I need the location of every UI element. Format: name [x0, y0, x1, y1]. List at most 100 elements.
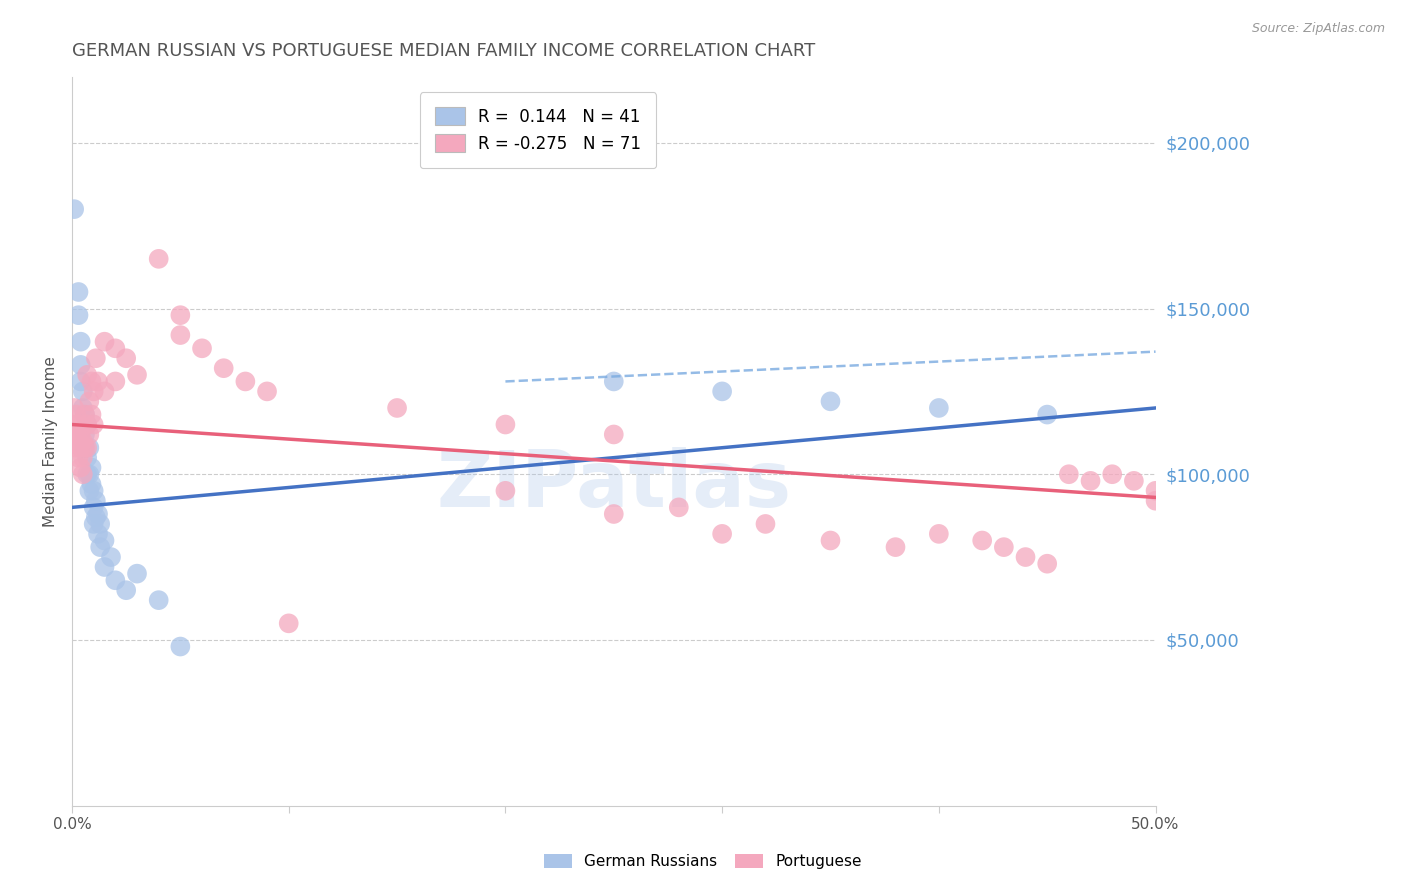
Point — [993, 540, 1015, 554]
Point — [80, 375, 103, 389]
Point — [67, 417, 90, 432]
Point — [80, 408, 103, 422]
Point — [93, 560, 115, 574]
Point — [84, 493, 107, 508]
Point — [1101, 467, 1123, 482]
Point — [63, 417, 86, 432]
Point — [67, 308, 90, 322]
Point — [884, 540, 907, 554]
Point — [93, 384, 115, 399]
Point — [754, 516, 776, 531]
Point — [104, 574, 127, 588]
Point — [69, 334, 91, 349]
Point — [63, 401, 86, 415]
Y-axis label: Median Family Income: Median Family Income — [44, 356, 58, 526]
Point — [93, 334, 115, 349]
Point — [820, 394, 842, 409]
Legend: R =  0.144   N = 41, R = -0.275   N = 71: R = 0.144 N = 41, R = -0.275 N = 71 — [420, 92, 657, 168]
Point — [256, 384, 278, 399]
Point — [104, 375, 127, 389]
Point — [1057, 467, 1080, 482]
Point — [89, 516, 111, 531]
Point — [72, 401, 94, 415]
Point — [115, 351, 138, 366]
Legend: German Russians, Portuguese: German Russians, Portuguese — [538, 847, 868, 875]
Point — [80, 477, 103, 491]
Point — [73, 427, 96, 442]
Point — [73, 441, 96, 455]
Point — [83, 384, 105, 399]
Point — [87, 375, 110, 389]
Point — [65, 408, 87, 422]
Text: ZIPatlas: ZIPatlas — [436, 447, 792, 523]
Point — [69, 460, 91, 475]
Point — [1144, 483, 1167, 498]
Point — [83, 500, 105, 515]
Point — [73, 408, 96, 422]
Point — [67, 285, 90, 299]
Point — [603, 427, 626, 442]
Point — [84, 351, 107, 366]
Point — [73, 408, 96, 422]
Point — [84, 510, 107, 524]
Point — [494, 417, 516, 432]
Point — [668, 500, 690, 515]
Point — [928, 527, 950, 541]
Point — [80, 460, 103, 475]
Point — [385, 401, 408, 415]
Point — [93, 533, 115, 548]
Point — [76, 368, 98, 382]
Point — [115, 583, 138, 598]
Point — [73, 441, 96, 455]
Point — [72, 467, 94, 482]
Point — [104, 341, 127, 355]
Point — [711, 527, 734, 541]
Point — [603, 375, 626, 389]
Point — [125, 368, 148, 382]
Text: GERMAN RUSSIAN VS PORTUGUESE MEDIAN FAMILY INCOME CORRELATION CHART: GERMAN RUSSIAN VS PORTUGUESE MEDIAN FAMI… — [72, 42, 815, 60]
Point — [169, 308, 191, 322]
Point — [67, 450, 90, 465]
Point — [820, 533, 842, 548]
Point — [72, 450, 94, 465]
Point — [125, 566, 148, 581]
Point — [87, 527, 110, 541]
Point — [79, 483, 101, 498]
Point — [1036, 408, 1059, 422]
Point — [1122, 474, 1144, 488]
Point — [603, 507, 626, 521]
Point — [711, 384, 734, 399]
Point — [65, 427, 87, 442]
Point — [76, 417, 98, 432]
Point — [100, 550, 122, 565]
Point — [76, 450, 98, 465]
Point — [79, 427, 101, 442]
Point — [76, 417, 98, 432]
Point — [148, 252, 170, 266]
Point — [72, 384, 94, 399]
Point — [928, 401, 950, 415]
Point — [76, 467, 98, 482]
Point — [69, 427, 91, 442]
Point — [277, 616, 299, 631]
Point — [1036, 557, 1059, 571]
Point — [63, 434, 86, 448]
Point — [1014, 550, 1036, 565]
Point — [191, 341, 214, 355]
Point — [69, 358, 91, 372]
Point — [1080, 474, 1102, 488]
Point — [169, 328, 191, 343]
Point — [212, 361, 235, 376]
Point — [83, 417, 105, 432]
Point — [235, 375, 257, 389]
Point — [69, 441, 91, 455]
Point — [79, 394, 101, 409]
Point — [69, 375, 91, 389]
Point — [89, 540, 111, 554]
Point — [494, 483, 516, 498]
Point — [169, 640, 191, 654]
Point — [83, 483, 105, 498]
Point — [972, 533, 994, 548]
Point — [1144, 493, 1167, 508]
Point — [65, 441, 87, 455]
